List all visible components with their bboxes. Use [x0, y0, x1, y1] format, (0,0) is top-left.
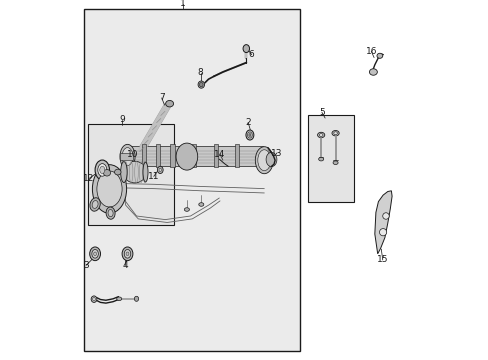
- Bar: [120, 153, 133, 160]
- Ellipse shape: [184, 208, 189, 211]
- Ellipse shape: [199, 82, 203, 87]
- Ellipse shape: [126, 252, 129, 256]
- Text: 3: 3: [83, 261, 89, 270]
- Ellipse shape: [91, 296, 97, 302]
- Ellipse shape: [124, 249, 130, 258]
- Ellipse shape: [108, 210, 113, 217]
- Ellipse shape: [176, 143, 197, 170]
- Ellipse shape: [159, 168, 161, 171]
- Ellipse shape: [121, 162, 127, 183]
- Ellipse shape: [114, 169, 121, 175]
- Ellipse shape: [120, 144, 135, 169]
- Text: 9: 9: [119, 115, 125, 124]
- Text: 7: 7: [159, 94, 164, 102]
- Ellipse shape: [97, 171, 122, 207]
- Bar: [84, 9, 300, 351]
- Circle shape: [379, 229, 386, 236]
- Ellipse shape: [98, 163, 106, 176]
- Text: 12: 12: [83, 174, 95, 183]
- Text: 11: 11: [148, 172, 159, 181]
- Ellipse shape: [134, 296, 139, 301]
- Ellipse shape: [247, 132, 252, 138]
- Ellipse shape: [122, 148, 133, 166]
- Ellipse shape: [117, 297, 122, 301]
- Ellipse shape: [248, 134, 250, 136]
- Bar: [235, 144, 239, 167]
- Text: 15: 15: [376, 256, 387, 264]
- Ellipse shape: [142, 162, 148, 182]
- Bar: [307, 115, 354, 202]
- Ellipse shape: [92, 297, 95, 301]
- Bar: [88, 124, 174, 225]
- Bar: [141, 144, 145, 167]
- Text: 16: 16: [365, 46, 376, 55]
- Text: 10: 10: [127, 150, 139, 158]
- Text: 1: 1: [180, 0, 186, 8]
- Bar: [213, 144, 218, 167]
- Text: 13: 13: [270, 149, 282, 158]
- Ellipse shape: [368, 69, 377, 75]
- Ellipse shape: [92, 165, 126, 213]
- Ellipse shape: [318, 157, 323, 161]
- Bar: [129, 146, 262, 166]
- Text: 14: 14: [214, 150, 225, 158]
- Bar: [192, 144, 196, 167]
- Ellipse shape: [319, 134, 322, 136]
- Ellipse shape: [245, 130, 253, 140]
- Ellipse shape: [333, 132, 337, 135]
- Ellipse shape: [157, 166, 163, 174]
- Ellipse shape: [265, 152, 276, 167]
- Ellipse shape: [317, 132, 324, 138]
- Ellipse shape: [100, 166, 104, 174]
- Ellipse shape: [199, 203, 203, 206]
- Polygon shape: [374, 191, 391, 254]
- Ellipse shape: [122, 247, 133, 261]
- Ellipse shape: [106, 207, 115, 219]
- Ellipse shape: [95, 160, 109, 180]
- Ellipse shape: [103, 170, 110, 176]
- Ellipse shape: [198, 81, 204, 88]
- Ellipse shape: [376, 53, 382, 58]
- Bar: [156, 144, 160, 167]
- Ellipse shape: [92, 201, 98, 208]
- Ellipse shape: [123, 161, 146, 183]
- Ellipse shape: [243, 45, 249, 53]
- Ellipse shape: [331, 130, 339, 136]
- Circle shape: [382, 213, 388, 219]
- Ellipse shape: [257, 150, 270, 171]
- Text: 4: 4: [122, 261, 127, 270]
- Ellipse shape: [165, 100, 173, 107]
- Text: 6: 6: [248, 50, 254, 59]
- Ellipse shape: [90, 198, 100, 211]
- Ellipse shape: [332, 161, 337, 165]
- Bar: [170, 144, 174, 167]
- Text: 5: 5: [318, 108, 324, 117]
- Ellipse shape: [89, 247, 101, 261]
- Text: 8: 8: [197, 68, 203, 77]
- Ellipse shape: [94, 252, 96, 256]
- Ellipse shape: [92, 249, 98, 258]
- Ellipse shape: [255, 147, 273, 174]
- Text: 2: 2: [245, 118, 250, 127]
